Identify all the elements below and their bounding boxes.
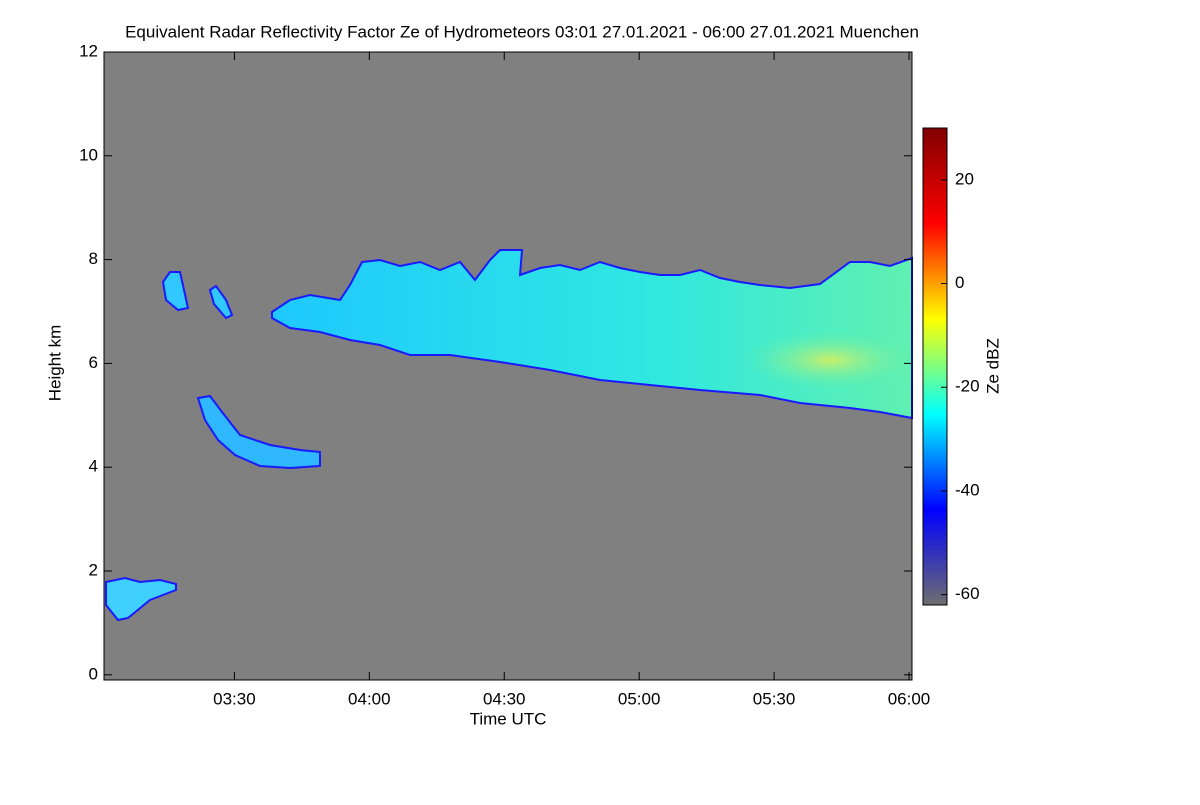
x-axis-label: Time UTC bbox=[470, 709, 547, 728]
axes-frame bbox=[103, 51, 913, 681]
x-tick-label: 05:00 bbox=[618, 689, 661, 708]
y-tick-label: 8 bbox=[89, 249, 98, 268]
colorbar-tick-label: 0 bbox=[955, 273, 964, 292]
x-tick-label: 04:00 bbox=[348, 689, 391, 708]
y-tick-label: 0 bbox=[89, 664, 98, 683]
y-tick-label: 10 bbox=[79, 145, 98, 164]
echo-patch bbox=[161, 271, 190, 312]
echo-patch bbox=[196, 394, 321, 470]
x-tick-label: 05:30 bbox=[753, 689, 796, 708]
echo-patch bbox=[105, 576, 177, 622]
x-tick-label: 06:00 bbox=[888, 689, 931, 708]
plot-border bbox=[103, 51, 913, 681]
echo-main bbox=[271, 249, 913, 420]
y-tick-label: 2 bbox=[89, 560, 98, 579]
chart-title: Equivalent Radar Reflectivity Factor Ze … bbox=[125, 22, 919, 41]
x-tick-label: 04:30 bbox=[483, 689, 526, 708]
colorbar-tick-label: -60 bbox=[955, 584, 980, 603]
colorbar-tick-label: 20 bbox=[955, 169, 974, 188]
y-axis-label: Height km bbox=[45, 325, 64, 402]
echo-patch bbox=[208, 284, 234, 320]
colorbar-label: Ze dBZ bbox=[983, 338, 1002, 394]
echo-core bbox=[740, 330, 920, 390]
y-tick-label: 12 bbox=[79, 41, 98, 60]
colorbar-tick-label: -40 bbox=[955, 480, 980, 499]
colorbar-tick-label: -20 bbox=[955, 377, 980, 396]
y-tick-label: 4 bbox=[89, 457, 98, 476]
radar-echoes bbox=[105, 249, 920, 622]
colorbar bbox=[922, 127, 948, 606]
x-tick-label: 03:30 bbox=[213, 689, 256, 708]
y-tick-label: 6 bbox=[89, 353, 98, 372]
